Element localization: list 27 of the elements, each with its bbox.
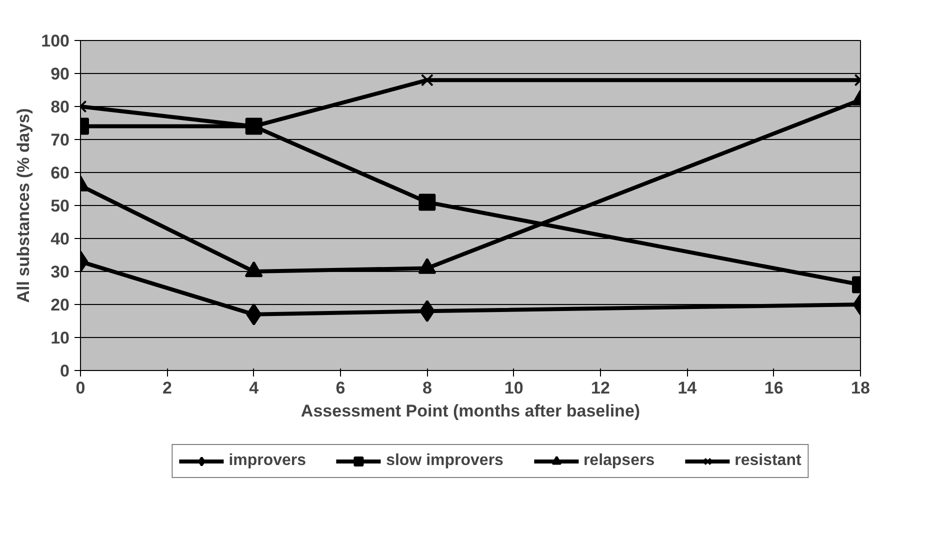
y-tick-label: 20: [50, 296, 70, 314]
y-tick-label: 10: [50, 328, 70, 348]
legend-label: improvers: [228, 452, 306, 470]
x-tick-label: 10: [504, 378, 524, 398]
x-tick-label: 0: [76, 378, 86, 398]
legend-label: resistant: [734, 452, 802, 470]
x-tick-label: 6: [336, 378, 346, 398]
x-tick-label: 2: [162, 378, 172, 398]
legend-label: relapsers: [583, 452, 655, 470]
y-tick-label: 50: [50, 196, 70, 216]
y-tick-label: 90: [50, 64, 70, 84]
y-tick-label: 60: [50, 164, 70, 182]
x-tick-label: 12: [591, 378, 610, 398]
y-tick-label: 80: [50, 98, 70, 116]
x-tick-label: 16: [764, 378, 784, 398]
y-tick-label: 100: [41, 32, 70, 50]
x-axis-title: Assessment Point (months after baseline): [300, 402, 640, 420]
x-tick-label: 4: [249, 378, 260, 398]
x-tick-label: 14: [678, 378, 698, 398]
y-tick-label: 30: [50, 262, 70, 282]
y-tick-label: 40: [50, 230, 70, 248]
y-axis-title: All substances (% days): [14, 108, 34, 303]
x-tick-label: 18: [851, 378, 870, 398]
legend-label: slow improvers: [386, 452, 504, 470]
y-tick-label: 0: [60, 362, 70, 380]
x-tick-label: 8: [422, 378, 432, 398]
y-tick-label: 70: [50, 130, 70, 150]
